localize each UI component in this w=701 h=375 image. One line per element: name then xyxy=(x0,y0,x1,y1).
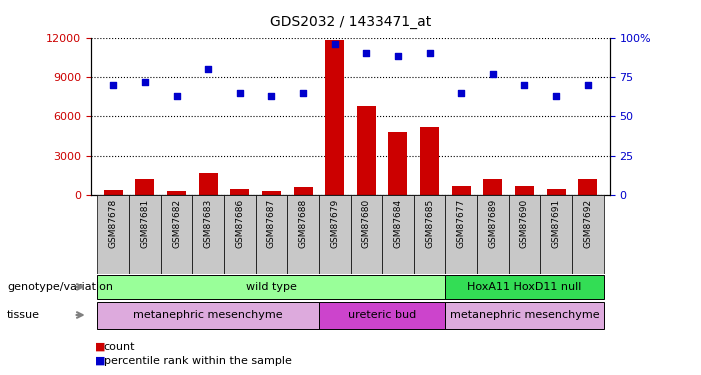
Bar xyxy=(414,195,445,274)
Text: ■: ■ xyxy=(95,342,105,352)
Bar xyxy=(167,191,186,195)
Text: GSM87682: GSM87682 xyxy=(172,199,181,248)
Bar xyxy=(287,195,319,274)
Bar xyxy=(319,195,350,274)
Text: GSM87685: GSM87685 xyxy=(425,199,434,248)
Bar xyxy=(445,275,604,298)
Bar xyxy=(357,106,376,195)
Point xyxy=(393,53,404,59)
Text: genotype/variation: genotype/variation xyxy=(7,282,113,292)
Text: GSM87680: GSM87680 xyxy=(362,199,371,248)
Point xyxy=(487,71,498,77)
Text: metanephric mesenchyme: metanephric mesenchyme xyxy=(133,310,283,320)
Point xyxy=(139,79,151,85)
Text: GSM87692: GSM87692 xyxy=(583,199,592,248)
Text: GSM87689: GSM87689 xyxy=(489,199,497,248)
Text: GSM87686: GSM87686 xyxy=(236,199,244,248)
Bar xyxy=(540,195,572,274)
Text: wild type: wild type xyxy=(246,282,297,292)
Bar xyxy=(224,195,256,274)
Bar xyxy=(97,302,319,328)
Bar xyxy=(572,195,604,274)
Bar xyxy=(484,179,503,195)
Point xyxy=(329,41,340,47)
Bar xyxy=(451,186,470,195)
Point xyxy=(234,90,245,96)
Point xyxy=(550,93,562,99)
Bar xyxy=(97,195,129,274)
Point xyxy=(424,50,435,56)
Bar xyxy=(445,195,477,274)
Bar xyxy=(192,195,224,274)
Point xyxy=(582,82,593,88)
Point xyxy=(297,90,308,96)
Point xyxy=(456,90,467,96)
Point xyxy=(266,93,277,99)
Bar xyxy=(445,302,604,328)
Text: GSM87684: GSM87684 xyxy=(393,199,402,248)
Text: GSM87678: GSM87678 xyxy=(109,199,118,248)
Text: GSM87688: GSM87688 xyxy=(299,199,308,248)
Text: GSM87681: GSM87681 xyxy=(140,199,149,248)
Bar xyxy=(294,187,313,195)
Point xyxy=(519,82,530,88)
Bar xyxy=(161,195,192,274)
Point xyxy=(171,93,182,99)
Text: GSM87679: GSM87679 xyxy=(330,199,339,248)
Text: HoxA11 HoxD11 null: HoxA11 HoxD11 null xyxy=(468,282,582,292)
Bar xyxy=(515,186,534,195)
Text: GSM87691: GSM87691 xyxy=(552,199,561,248)
Bar xyxy=(388,132,407,195)
Text: GSM87687: GSM87687 xyxy=(267,199,276,248)
Text: ■: ■ xyxy=(95,356,105,366)
Bar xyxy=(319,302,445,328)
Text: GDS2032 / 1433471_at: GDS2032 / 1433471_at xyxy=(270,15,431,29)
Text: GSM87677: GSM87677 xyxy=(457,199,465,248)
Bar xyxy=(420,127,439,195)
Text: metanephric mesenchyme: metanephric mesenchyme xyxy=(449,310,599,320)
Point xyxy=(108,82,119,88)
Text: count: count xyxy=(104,342,135,352)
Bar xyxy=(477,195,509,274)
Text: GSM87683: GSM87683 xyxy=(204,199,212,248)
Bar xyxy=(129,195,161,274)
Bar xyxy=(262,191,281,195)
Bar xyxy=(325,40,344,195)
Bar xyxy=(578,179,597,195)
Text: tissue: tissue xyxy=(7,310,40,320)
Bar xyxy=(135,179,154,195)
Bar xyxy=(198,172,217,195)
Bar xyxy=(509,195,540,274)
Bar xyxy=(231,189,250,195)
Bar xyxy=(382,195,414,274)
Bar xyxy=(350,195,382,274)
Bar xyxy=(97,275,445,298)
Bar xyxy=(104,190,123,195)
Text: GSM87690: GSM87690 xyxy=(520,199,529,248)
Bar xyxy=(547,189,566,195)
Point xyxy=(361,50,372,56)
Text: percentile rank within the sample: percentile rank within the sample xyxy=(104,356,292,366)
Bar xyxy=(256,195,287,274)
Point xyxy=(203,66,214,72)
Text: ureteric bud: ureteric bud xyxy=(348,310,416,320)
